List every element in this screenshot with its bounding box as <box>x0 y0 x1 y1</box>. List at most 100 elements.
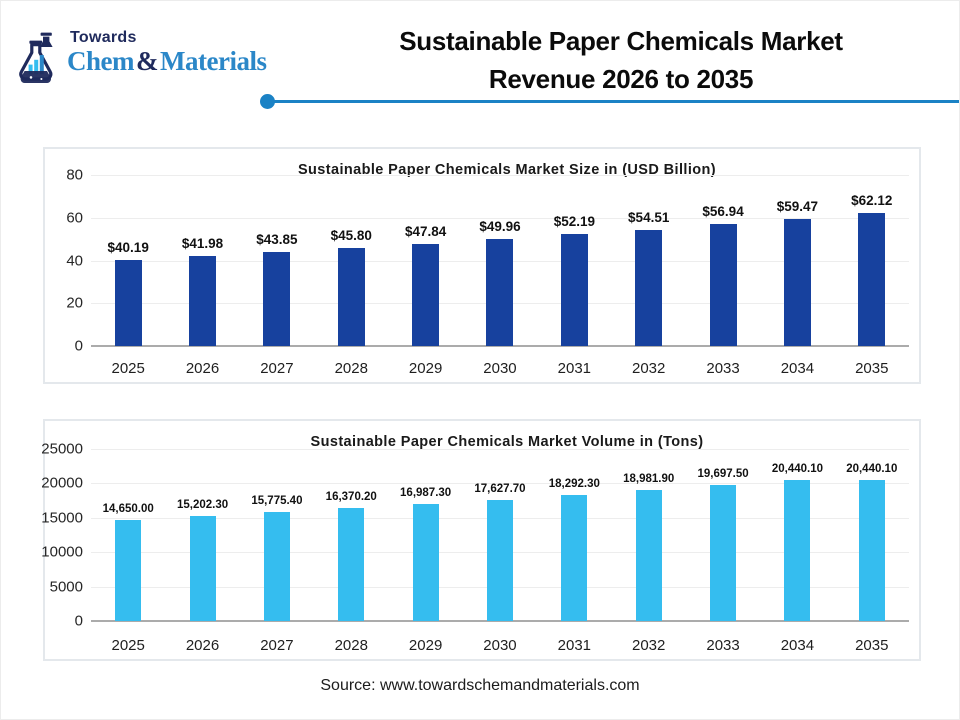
title-divider-dot <box>260 94 275 109</box>
bar <box>561 495 588 621</box>
bar-column: $40.19 <box>91 175 165 346</box>
x-axis-baseline <box>91 620 909 622</box>
page-title-line2: Revenue 2026 to 2035 <box>488 63 754 94</box>
bar <box>412 243 440 346</box>
bar-column: 18,981.90 <box>612 449 686 621</box>
bar <box>709 224 737 346</box>
bar <box>710 485 737 621</box>
y-axis: 0 5000 10000 15000 20000 25000 <box>41 441 85 630</box>
bar-value-label: 18,981.90 <box>623 473 675 486</box>
bar-column: 17,627.70 <box>463 449 537 621</box>
x-tick-label: 2031 <box>557 360 592 377</box>
bar-column: $62.12 <box>835 175 909 346</box>
market-volume-chart: Sustainable Paper Chemicals Market Volum… <box>41 419 921 661</box>
bar-value-label: 15,775.40 <box>251 495 303 508</box>
bar-column: 15,775.40 <box>240 449 314 621</box>
bar-column: $45.80 <box>314 175 388 346</box>
plot-area: 14,650.00 15,202.30 15,775.40 16,370.20 16,9… <box>91 449 909 622</box>
x-tick-label: 2026 <box>185 637 220 654</box>
y-tick-label: 10000 <box>41 543 83 561</box>
bar-value-label: $56.94 <box>702 204 744 220</box>
chart-title: Sustainable Paper Chemicals Market Volum… <box>310 434 704 450</box>
x-tick-label: 2033 <box>706 637 740 654</box>
brand-ampersand: & <box>136 46 159 76</box>
bar-value-label: 16,987.30 <box>400 487 452 500</box>
bar-value-label: $40.19 <box>107 240 149 256</box>
bar <box>486 499 513 621</box>
bar-value-label: $59.47 <box>776 198 819 214</box>
bar <box>784 480 811 621</box>
bar <box>337 248 365 346</box>
y-tick-label: 25000 <box>41 440 83 458</box>
x-tick-label: 2029 <box>408 360 443 377</box>
bar <box>858 213 886 346</box>
bar-column: 15,202.30 <box>165 449 239 621</box>
y-tick-label: 0 <box>74 337 83 355</box>
x-axis-baseline <box>91 345 909 347</box>
bar-column: $43.85 <box>240 175 314 346</box>
bar-value-label: 19,697.50 <box>697 468 749 481</box>
bar-value-label: 17,627.70 <box>474 482 526 495</box>
bar-column: $49.96 <box>463 175 537 346</box>
brand-towards: Towards <box>70 29 137 46</box>
x-tick-label: 2033 <box>706 360 740 377</box>
bar <box>338 508 365 621</box>
bar <box>189 256 217 346</box>
bar <box>560 234 588 346</box>
market-size-chart: Sustainable Paper Chemicals Market Size … <box>43 147 921 384</box>
x-tick-label: 2025 <box>111 637 145 654</box>
y-tick-label: 60 <box>66 209 83 227</box>
gridline <box>91 217 909 219</box>
x-tick-label: 2025 <box>111 360 145 377</box>
y-tick-label: 15000 <box>41 509 83 527</box>
bar-value-label: $62.12 <box>851 193 893 209</box>
page-title-line1: Sustainable Paper Chemicals Market <box>399 26 843 56</box>
x-tick-label: 2034 <box>780 637 815 654</box>
x-tick-label: 2035 <box>855 360 889 377</box>
bar <box>263 512 290 621</box>
bar-value-label: 14,650.00 <box>102 503 154 516</box>
bar <box>263 252 291 346</box>
chart-title: Sustainable Paper Chemicals Market Size … <box>297 162 717 178</box>
y-tick-label: 40 <box>66 252 83 269</box>
bar-column: $54.51 <box>612 175 686 346</box>
bar-value-label: $41.98 <box>181 236 224 252</box>
bar-column: 16,987.30 <box>388 449 462 621</box>
x-tick-label: 2028 <box>334 360 368 377</box>
gridline <box>91 175 909 176</box>
bar <box>783 218 811 346</box>
bar-column: $56.94 <box>686 175 760 346</box>
bar-value-label: 20,440.10 <box>771 463 823 476</box>
x-tick-label: 2030 <box>483 637 517 654</box>
bar-column: 20,440.10 <box>760 449 834 621</box>
x-tick-label: 2026 <box>185 360 220 377</box>
bar <box>635 490 662 621</box>
x-tick-label: 2027 <box>260 637 294 654</box>
gridline <box>91 449 909 450</box>
bar-value-label: 15,202.30 <box>176 499 229 512</box>
bar-value-label: $47.84 <box>404 223 447 239</box>
brand-text: Towards Chem&Materials <box>67 29 267 77</box>
bar-column: 16,370.20 <box>314 449 388 621</box>
bar-column: 18,292.30 <box>537 449 611 621</box>
y-tick-label: 20000 <box>41 474 83 492</box>
title-divider-line <box>268 100 959 103</box>
bar-value-label: $49.96 <box>479 219 521 235</box>
x-tick-label: 2029 <box>408 637 443 654</box>
x-tick-label: 2032 <box>632 360 666 377</box>
bar <box>114 260 142 346</box>
bar-value-label: 16,370.20 <box>325 491 377 504</box>
y-tick-label: 20 <box>66 294 83 312</box>
y-axis: 0 20 40 60 80 <box>45 167 85 355</box>
bar <box>412 504 439 621</box>
plot-area: $40.19 $41.98 $43.85 $45.80 $47.84 $49.96 $52.… <box>91 175 909 347</box>
page-title: Sustainable Paper Chemicals Market Reven… <box>291 23 951 98</box>
x-tick-label: 2030 <box>483 360 517 377</box>
y-tick-label: 5000 <box>49 578 83 596</box>
bar-value-label: $54.51 <box>628 209 670 225</box>
y-tick-label: 80 <box>66 166 83 184</box>
x-tick-label: 2034 <box>780 360 815 377</box>
source-text: Source: www.towardschemandmaterials.com <box>320 677 640 694</box>
bar <box>858 480 885 621</box>
bar <box>635 229 663 346</box>
